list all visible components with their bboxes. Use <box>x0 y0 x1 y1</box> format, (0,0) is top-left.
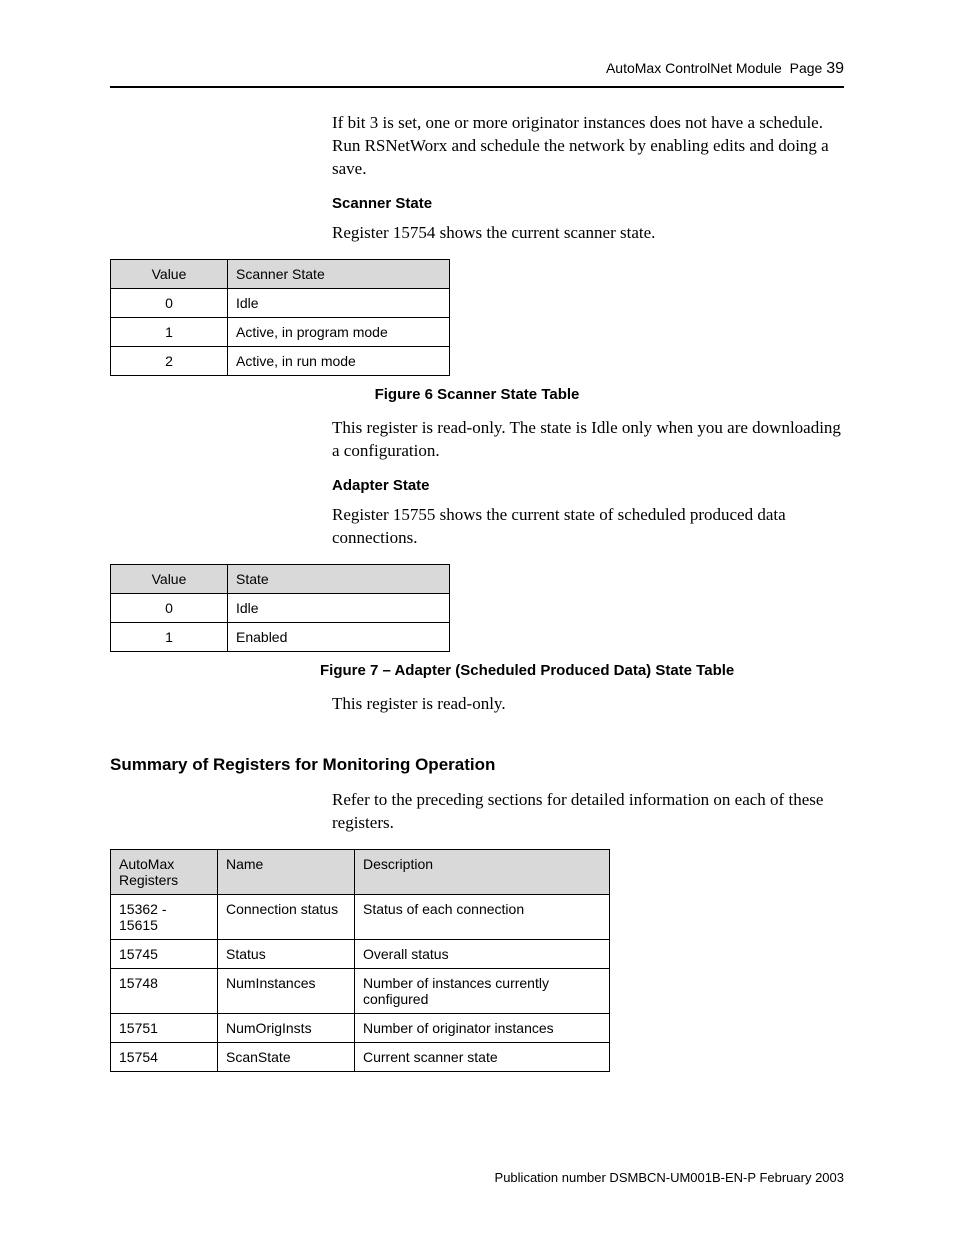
cell-state: Idle <box>228 288 450 317</box>
col-desc-header: Description <box>355 850 610 895</box>
cell-value: 1 <box>111 622 228 651</box>
scanner-heading: Scanner State <box>332 195 844 212</box>
intro-block: If bit 3 is set, one or more originator … <box>332 112 844 245</box>
adapter-para: Register 15755 shows the current state o… <box>332 504 844 550</box>
col-value-header: Value <box>111 259 228 288</box>
footer: Publication number DSMBCN-UM001B-EN-P Fe… <box>495 1170 844 1185</box>
adapter-state-table: Value State 0 Idle 1 Enabled <box>110 564 450 652</box>
scanner-table-caption: Figure 6 Scanner State Table <box>110 386 844 403</box>
scanner-note-block: This register is read-only. The state is… <box>332 417 844 550</box>
scanner-para: Register 15754 shows the current scanner… <box>332 222 844 245</box>
cell-reg: 15362 - 15615 <box>111 895 218 940</box>
doc-title: AutoMax ControlNet Module <box>606 60 782 76</box>
cell-reg: 15748 <box>111 969 218 1014</box>
cell-reg: 15754 <box>111 1043 218 1072</box>
summary-heading: Summary of Registers for Monitoring Oper… <box>110 755 844 775</box>
cell-state: Active, in program mode <box>228 317 450 346</box>
table-row: 15751 NumOrigInsts Number of originator … <box>111 1014 610 1043</box>
table-row: 15754 ScanState Current scanner state <box>111 1043 610 1072</box>
cell-name: NumOrigInsts <box>218 1014 355 1043</box>
cell-desc: Status of each connection <box>355 895 610 940</box>
cell-name: NumInstances <box>218 969 355 1014</box>
cell-state: Idle <box>228 593 450 622</box>
cell-value: 0 <box>111 593 228 622</box>
page: AutoMax ControlNet Module Page 39 If bit… <box>0 0 954 1235</box>
table-row: 2 Active, in run mode <box>111 346 450 375</box>
cell-value: 1 <box>111 317 228 346</box>
cell-state: Active, in run mode <box>228 346 450 375</box>
running-header: AutoMax ControlNet Module Page 39 <box>110 60 844 78</box>
table-row: 0 Idle <box>111 288 450 317</box>
table-header-row: AutoMax Registers Name Description <box>111 850 610 895</box>
cell-desc: Number of originator instances <box>355 1014 610 1043</box>
table-row: 0 Idle <box>111 593 450 622</box>
cell-value: 0 <box>111 288 228 317</box>
adapter-note-block: This register is read-only. <box>332 693 844 716</box>
table-row: 15748 NumInstances Number of instances c… <box>111 969 610 1014</box>
table-row: 1 Active, in program mode <box>111 317 450 346</box>
table-row: 1 Enabled <box>111 622 450 651</box>
summary-para-block: Refer to the preceding sections for deta… <box>332 789 844 835</box>
cell-desc: Overall status <box>355 940 610 969</box>
col-name-header: Name <box>218 850 355 895</box>
cell-reg: 15751 <box>111 1014 218 1043</box>
cell-desc: Number of instances currently configured <box>355 969 610 1014</box>
col-state-header: Scanner State <box>228 259 450 288</box>
col-value-header: Value <box>111 564 228 593</box>
cell-value: 2 <box>111 346 228 375</box>
summary-para: Refer to the preceding sections for deta… <box>332 789 844 835</box>
page-number: 39 <box>826 60 844 77</box>
adapter-table-caption: Figure 7 – Adapter (Scheduled Produced D… <box>320 662 844 679</box>
table-header-row: Value State <box>111 564 450 593</box>
scanner-state-table: Value Scanner State 0 Idle 1 Active, in … <box>110 259 450 376</box>
cell-name: Connection status <box>218 895 355 940</box>
cell-reg: 15745 <box>111 940 218 969</box>
table-header-row: Value Scanner State <box>111 259 450 288</box>
scanner-note: This register is read-only. The state is… <box>332 417 844 463</box>
cell-name: ScanState <box>218 1043 355 1072</box>
intro-para: If bit 3 is set, one or more originator … <box>332 112 844 181</box>
adapter-note: This register is read-only. <box>332 693 844 716</box>
cell-state: Enabled <box>228 622 450 651</box>
header-rule <box>110 86 844 88</box>
page-label: Page <box>790 60 823 76</box>
adapter-heading: Adapter State <box>332 477 844 494</box>
publication-info: Publication number DSMBCN-UM001B-EN-P Fe… <box>495 1170 844 1185</box>
summary-registers-table: AutoMax Registers Name Description 15362… <box>110 849 610 1072</box>
cell-desc: Current scanner state <box>355 1043 610 1072</box>
table-row: 15745 Status Overall status <box>111 940 610 969</box>
cell-name: Status <box>218 940 355 969</box>
col-state-header: State <box>228 564 450 593</box>
table-row: 15362 - 15615 Connection status Status o… <box>111 895 610 940</box>
col-registers-header: AutoMax Registers <box>111 850 218 895</box>
